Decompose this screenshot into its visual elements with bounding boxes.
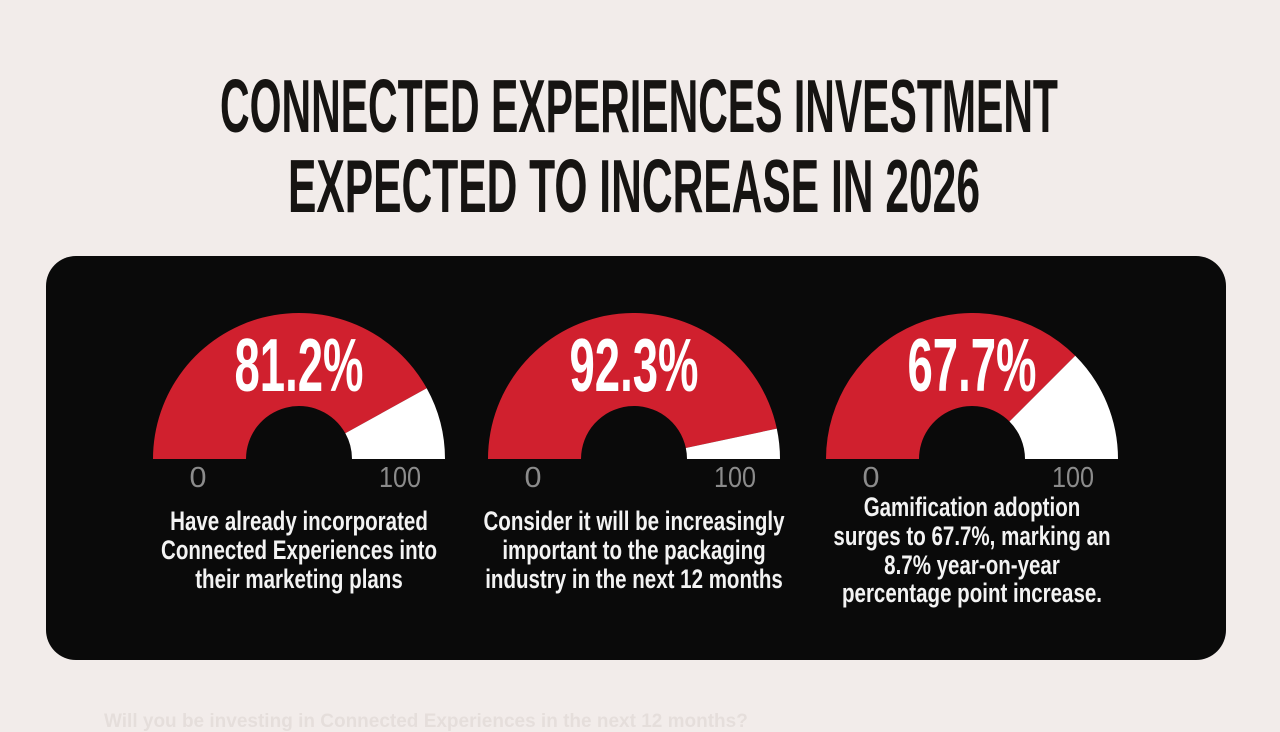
svg-text:0: 0: [863, 462, 880, 493]
svg-text:81.2%: 81.2%: [235, 323, 364, 407]
svg-text:0: 0: [190, 462, 207, 493]
svg-text:100: 100: [1052, 462, 1094, 493]
svg-text:92.3%: 92.3%: [570, 323, 699, 407]
svg-text:67.7%: 67.7%: [908, 323, 1037, 407]
svg-text:100: 100: [379, 462, 421, 493]
svg-text:0: 0: [525, 462, 542, 493]
svg-text:100: 100: [714, 462, 756, 493]
